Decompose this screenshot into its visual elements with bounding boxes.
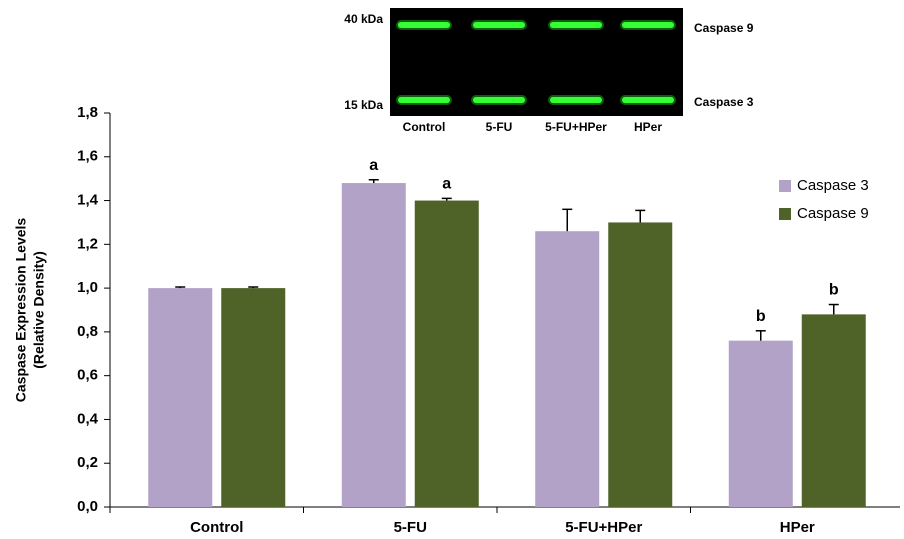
significance-letter: a — [369, 157, 378, 174]
blot-marker: 40 kDa — [344, 12, 383, 26]
blot-band — [398, 97, 450, 103]
blot-band — [622, 22, 674, 28]
x-tick-label: 5-FU — [394, 519, 427, 536]
x-tick-label: Control — [190, 519, 243, 536]
y-tick-label: 1,6 — [77, 148, 98, 165]
y-tick-label: 1,8 — [77, 104, 98, 121]
blot-band — [550, 97, 602, 103]
y-tick-label: 1,4 — [77, 192, 99, 209]
bar — [342, 183, 406, 507]
chart: Caspase Expression Levels (Relative Dens… — [0, 0, 904, 539]
blot-band-label: Caspase 9 — [694, 21, 754, 35]
y-tick-label: 0,0 — [77, 498, 98, 515]
y-axis-title-line: (Relative Density) — [31, 251, 47, 368]
significance-letter: a — [442, 176, 451, 193]
legend-swatch — [779, 180, 791, 192]
blot-band — [550, 22, 602, 28]
y-axis-title-line: Caspase Expression Levels — [13, 218, 29, 403]
bar — [415, 201, 479, 507]
bar — [608, 222, 672, 507]
y-tick-label: 0,4 — [77, 410, 99, 427]
y-tick-label: 1,0 — [77, 279, 98, 296]
blot-band — [473, 22, 525, 28]
legend-label: Caspase 9 — [797, 205, 869, 222]
bar — [535, 231, 599, 507]
y-tick-label: 0,2 — [77, 454, 98, 471]
y-tick-label: 0,8 — [77, 323, 98, 340]
blot-lane-label: Control — [403, 120, 446, 134]
significance-letter: b — [829, 282, 839, 299]
blot-band — [622, 97, 674, 103]
bar — [221, 288, 285, 507]
bar — [802, 314, 866, 507]
legend-swatch — [779, 208, 791, 220]
x-tick-label: HPer — [780, 519, 815, 536]
blot-band — [398, 22, 450, 28]
blot-lane-label: 5-FU — [486, 120, 513, 134]
y-tick-label: 0,6 — [77, 367, 98, 384]
y-tick-label: 1,2 — [77, 235, 98, 252]
bar — [148, 288, 212, 507]
legend-label: Caspase 3 — [797, 177, 869, 194]
x-tick-label: 5-FU+HPer — [565, 519, 642, 536]
blot-band-label: Caspase 3 — [694, 95, 754, 109]
bar — [729, 341, 793, 507]
blot-lane-label: HPer — [634, 120, 662, 134]
blot-marker: 15 kDa — [344, 98, 383, 112]
blot-band — [473, 97, 525, 103]
significance-letter: b — [756, 308, 766, 325]
y-axis-title: Caspase Expression Levels (Relative Dens… — [13, 218, 47, 403]
blot-lane-label: 5-FU+HPer — [545, 120, 607, 134]
